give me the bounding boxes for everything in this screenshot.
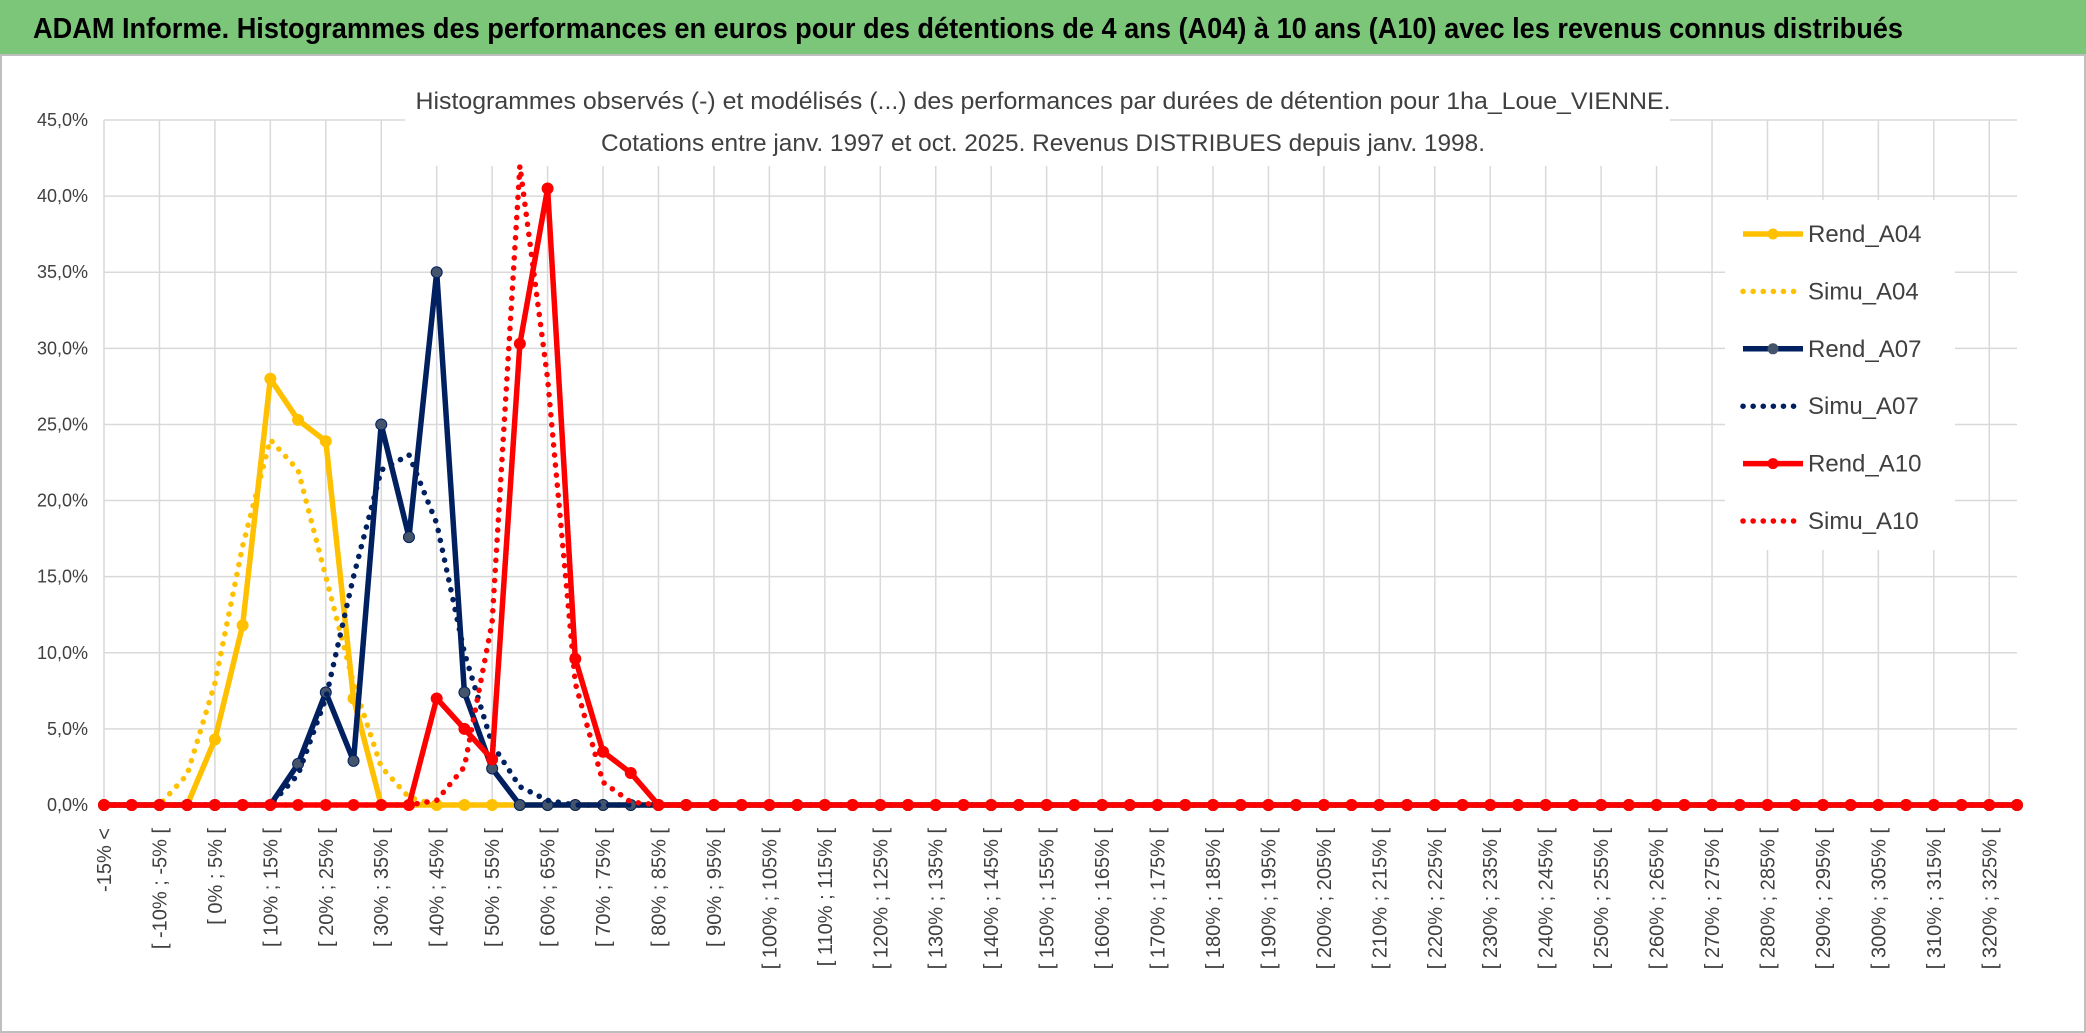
- x-tick-label: [ 310% ; 315% [: [1924, 828, 1946, 970]
- x-tick-label: [ 190% ; 195% [: [1258, 828, 1280, 970]
- legend-label: Simu_A10: [1808, 508, 1919, 535]
- y-tick-label: 25,0%: [37, 414, 88, 434]
- legend-label: Simu_A04: [1808, 278, 1919, 305]
- x-tick-label: [ -10% ; -5% [: [149, 828, 171, 950]
- chart-title: Cotations entre janv. 1997 et oct. 2025.…: [601, 130, 1485, 157]
- marker: [208, 733, 221, 746]
- marker: [292, 413, 305, 426]
- x-tick-label: [ 110% ; 115% [: [815, 828, 837, 967]
- series-line: [101, 162, 2020, 808]
- x-tick-label: [ 170% ; 175% [: [1148, 828, 1170, 970]
- marker: [513, 337, 526, 350]
- y-tick-label: 5,0%: [47, 719, 88, 739]
- marker: [513, 799, 526, 811]
- marker: [597, 745, 610, 758]
- legend-label: Rend_A10: [1808, 451, 1921, 478]
- marker: [430, 266, 443, 279]
- legend-box: [1725, 200, 1955, 550]
- x-tick-label: [ 20% ; 25% [: [316, 828, 338, 947]
- y-tick-label: 40,0%: [37, 186, 88, 206]
- marker: [347, 754, 360, 767]
- y-tick-label: 35,0%: [37, 262, 88, 282]
- x-tick-label: [ 260% ; 265% [: [1647, 828, 1669, 970]
- header-title: ADAM Informe. Histogrammes des performan…: [33, 13, 1903, 45]
- x-tick-label: [ 210% ; 215% [: [1369, 828, 1391, 970]
- x-tick-label: [ 160% ; 165% [: [1092, 828, 1114, 970]
- x-tick-label: [ 230% ; 235% [: [1480, 828, 1502, 970]
- legend-label: Rend_A07: [1808, 336, 1921, 363]
- marker: [430, 692, 443, 705]
- marker: [624, 767, 637, 780]
- marker: [458, 686, 471, 699]
- x-tick-label: [ 240% ; 245% [: [1536, 828, 1558, 970]
- x-tick-label: [ 10% ; 15% [: [260, 828, 282, 947]
- marker: [319, 435, 332, 448]
- legend-marker: [1767, 343, 1779, 355]
- marker: [236, 619, 249, 632]
- legend-label: Simu_A07: [1808, 393, 1919, 420]
- x-tick-label: [ 120% ; 125% [: [870, 828, 892, 970]
- x-tick-label: [ 220% ; 225% [: [1425, 828, 1447, 970]
- marker: [541, 182, 554, 195]
- x-tick-label: [ 140% ; 145% [: [981, 828, 1003, 970]
- x-tick-label: [ 130% ; 135% [: [926, 828, 948, 970]
- y-tick-label: 10,0%: [37, 643, 88, 663]
- x-tick-label: [ 270% ; 275% [: [1702, 828, 1724, 970]
- x-tick-label: [ 50% ; 55% [: [482, 828, 504, 947]
- y-tick-label: 0,0%: [47, 795, 88, 815]
- x-tick-label: [ 0% ; 5% [: [205, 828, 227, 925]
- x-tick-label: [ 60% ; 65% [: [538, 828, 560, 947]
- legend-label: Rend_A04: [1808, 221, 1921, 248]
- marker: [402, 531, 415, 544]
- x-tick-label: [ 290% ; 295% [: [1813, 828, 1835, 970]
- title-background: [405, 78, 1670, 166]
- marker: [375, 418, 388, 431]
- x-tick-label: [ 320% ; 325% [: [1979, 828, 2001, 970]
- marker: [458, 722, 471, 735]
- x-tick-label: [ 100% ; 105% [: [759, 828, 781, 970]
- x-tick-label: [ 90% ; 95% [: [704, 828, 726, 947]
- x-tick-label: [ 150% ; 155% [: [1037, 828, 1059, 970]
- x-tick-label: [ 30% ; 35% [: [371, 828, 393, 947]
- x-tick-label: -15% <: [94, 828, 116, 892]
- x-tick-label: [ 40% ; 45% [: [427, 828, 449, 947]
- x-tick-label: [ 80% ; 85% [: [648, 828, 670, 947]
- y-tick-label: 15,0%: [37, 567, 88, 587]
- header-bar: [0, 0, 2086, 54]
- chart-title: Histogrammes observés (-) et modélisés (…: [416, 88, 1671, 115]
- marker: [264, 372, 277, 385]
- y-tick-label: 45,0%: [37, 110, 88, 130]
- x-tick-label: [ 180% ; 185% [: [1203, 828, 1225, 970]
- y-tick-label: 30,0%: [37, 338, 88, 358]
- legend-marker: [1767, 228, 1779, 240]
- x-tick-label: [ 70% ; 75% [: [593, 828, 615, 947]
- x-tick-label: [ 280% ; 285% [: [1757, 828, 1779, 970]
- marker: [486, 753, 499, 766]
- y-tick-label: 20,0%: [37, 491, 88, 511]
- x-tick-label: [ 200% ; 205% [: [1314, 828, 1336, 970]
- x-tick-label: [ 250% ; 255% [: [1591, 828, 1613, 970]
- x-tick-label: [ 300% ; 305% [: [1868, 828, 1890, 970]
- legend-marker: [1767, 458, 1779, 470]
